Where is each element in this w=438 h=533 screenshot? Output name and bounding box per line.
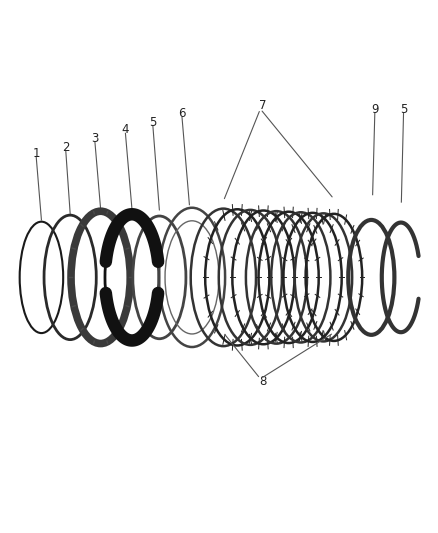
Text: 6: 6: [178, 107, 186, 120]
Text: 8: 8: [259, 375, 266, 389]
Text: 5: 5: [400, 103, 407, 116]
Text: 9: 9: [371, 103, 378, 116]
Text: 5: 5: [149, 116, 156, 128]
Text: 4: 4: [122, 123, 129, 136]
Text: 3: 3: [91, 133, 99, 146]
Text: 7: 7: [259, 99, 266, 112]
Text: 2: 2: [62, 141, 70, 154]
Text: 1: 1: [32, 147, 40, 160]
